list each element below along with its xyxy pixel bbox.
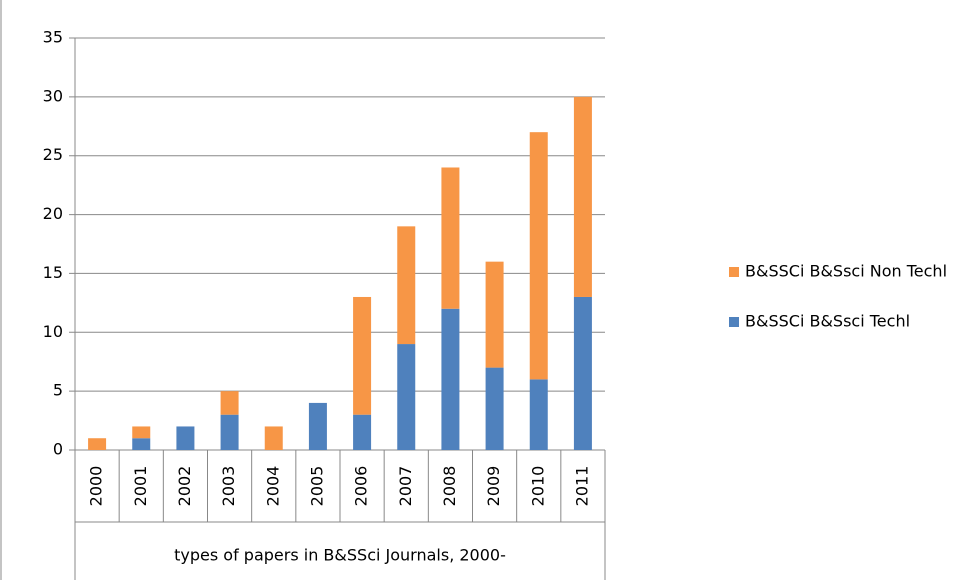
x-tick-label: 2005 [307, 466, 326, 507]
y-tick-label: 5 [53, 381, 63, 400]
bar-segment [397, 226, 416, 345]
bar-segment [176, 426, 195, 450]
x-tick-label: 2006 [352, 466, 371, 507]
bar-segment [573, 96, 592, 297]
bar-segment [220, 391, 239, 415]
x-tick-label: 2000 [87, 466, 106, 507]
bar-segment [353, 414, 372, 450]
bar-segment [441, 167, 460, 309]
bar-segment [397, 344, 416, 450]
x-tick-label: 2007 [396, 466, 415, 507]
bar-segment [529, 379, 548, 450]
legend-label: B&SSCi B&Ssci Non Techl [745, 262, 947, 281]
y-tick-label: 0 [53, 440, 63, 459]
bar-segment [308, 402, 327, 450]
x-tick-label: 2004 [263, 466, 282, 507]
x-tick-label: 2009 [484, 466, 503, 507]
y-tick-label: 25 [43, 145, 63, 164]
y-tick-label: 10 [43, 322, 63, 341]
x-tick-label: 2002 [175, 466, 194, 507]
legend-swatch [729, 317, 739, 327]
x-tick-label: 2003 [219, 466, 238, 507]
bar-segment [132, 426, 151, 439]
y-tick-label: 30 [43, 86, 63, 105]
bar-segment [132, 438, 151, 450]
x-tick-label: 2010 [528, 466, 547, 507]
x-tick-label: 2008 [440, 466, 459, 507]
y-tick-label: 35 [43, 28, 63, 47]
x-axis-label: types of papers in B&SSci Journals, 2000… [174, 546, 506, 565]
legend-swatch [729, 267, 739, 277]
x-tick-label: 2001 [131, 466, 150, 507]
x-tick-label: 2011 [572, 466, 591, 507]
bar-segment [485, 261, 504, 368]
legend-label: B&SSCi B&Ssci Techl [745, 312, 910, 331]
y-tick-label: 20 [43, 204, 63, 223]
y-tick-label: 15 [43, 263, 63, 282]
bar-segment [264, 426, 283, 450]
bar-segment [220, 414, 239, 450]
bar-segment [441, 308, 460, 450]
bar-segment [529, 132, 548, 380]
bar-segment [88, 438, 107, 450]
bar-segment [573, 296, 592, 450]
bar-segment [353, 296, 372, 415]
bar-segment [485, 367, 504, 450]
